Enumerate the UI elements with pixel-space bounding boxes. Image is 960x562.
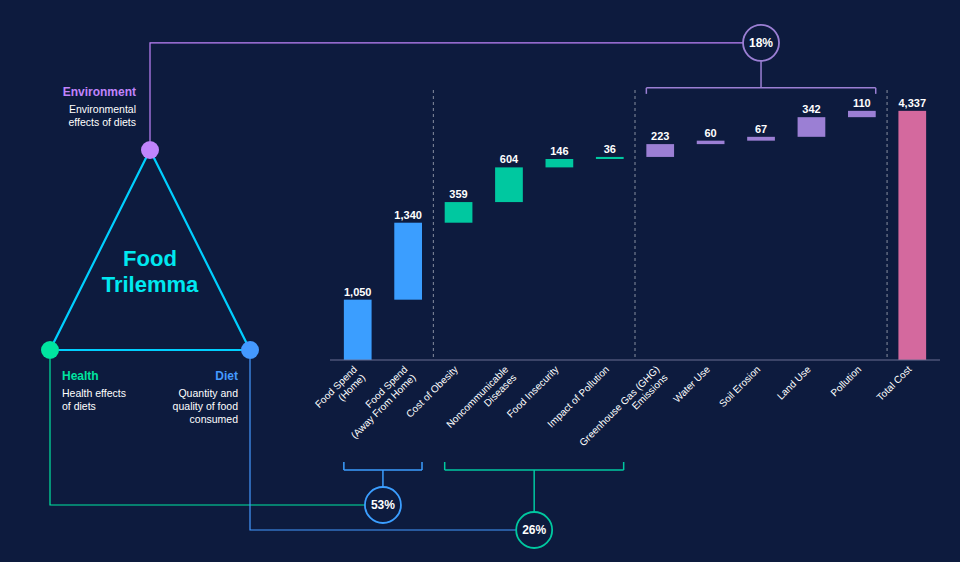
vertex-description: Environmentaleffects of diets <box>68 103 136 128</box>
bracket-tick <box>623 462 625 470</box>
data-label: 342 <box>802 103 820 115</box>
data-label: 146 <box>550 145 568 157</box>
text-line: Land Use <box>775 363 813 401</box>
text-line: Greenhouse Gas (GHG) <box>577 364 661 448</box>
connector <box>50 359 365 505</box>
x-tick-label: Food Spend(Home) <box>313 364 367 418</box>
text-line: Food <box>123 246 177 271</box>
data-label: 4,337 <box>899 97 927 109</box>
vertex-name: Diet <box>215 369 238 383</box>
bracket-tick <box>444 462 446 470</box>
page: {"chart_data": { "type": "waterfall", "t… <box>0 0 960 562</box>
connectors <box>50 43 743 530</box>
data-label: 359 <box>449 188 467 200</box>
annotation: 53% <box>371 498 395 512</box>
x-tick-label: Food Spend(Away From Home) <box>341 364 418 441</box>
vertex <box>141 141 159 159</box>
connector <box>150 43 743 141</box>
text-line: quality of food <box>173 400 239 412</box>
text-line: of diets <box>62 400 96 412</box>
bracket-tick <box>343 462 345 470</box>
chart: 1,050 1,340 359 604 146 36 223 60 67 342 110 4,337 F… <box>0 0 960 562</box>
x-tick-label: Soil Erosion <box>717 364 763 410</box>
text-line: Health effects <box>62 387 126 399</box>
bars <box>344 111 926 360</box>
x-tick-label: Land Use <box>775 363 813 401</box>
annotation: 18% <box>749 36 773 50</box>
background <box>0 0 960 562</box>
data-label: 36 <box>604 143 616 155</box>
annotation-circle <box>743 25 779 61</box>
text-line: consumed <box>190 413 239 425</box>
title: FoodTrilemma <box>102 246 199 297</box>
bar <box>848 111 876 117</box>
data-label: 67 <box>755 123 767 135</box>
data-label: 60 <box>704 127 716 139</box>
text-line: Soil Erosion <box>717 364 763 410</box>
vertex-name: Environment <box>63 85 136 99</box>
bracket-stem <box>382 470 384 487</box>
bracket <box>646 87 875 89</box>
text-line: (Home) <box>336 372 367 403</box>
bracket-stem <box>760 61 762 88</box>
x-tick-label: Greenhouse Gas (GHG)Emissions <box>577 364 670 457</box>
text-line: Quantity and <box>178 387 238 399</box>
text-line: (Away From Home) <box>349 372 418 441</box>
bar <box>596 157 624 159</box>
text-line: effects of diets <box>68 116 136 128</box>
text-line: Trilemma <box>102 272 199 297</box>
vertex-description: Quantity andquality of foodconsumed <box>173 387 239 425</box>
bracket-tick <box>875 88 877 94</box>
bracket-stem <box>533 470 535 512</box>
vertex-name: Health <box>62 369 99 383</box>
text-line: Total Cost <box>874 363 913 402</box>
group-divider <box>635 90 636 360</box>
bracket-tick <box>421 462 423 470</box>
bar <box>495 167 523 202</box>
annotation-circle <box>516 512 552 548</box>
data-label: 1,340 <box>394 209 422 221</box>
bar <box>394 223 422 300</box>
x-axis <box>330 360 940 361</box>
text-line: Water Use <box>671 363 712 404</box>
data-label: 1,050 <box>344 286 372 298</box>
x-tick-label: Food Insecurity <box>505 364 561 420</box>
annotation: 26% <box>522 523 546 537</box>
data-label: 110 <box>853 97 871 109</box>
x-tick-label: Cost of Obesity <box>404 364 460 420</box>
x-tick-label: Water Use <box>671 363 712 404</box>
group-divider <box>433 90 434 360</box>
text-line: Cost of Obesity <box>404 364 460 420</box>
data-label: 604 <box>500 153 519 165</box>
bracket-tick <box>646 88 648 94</box>
x-tick-label: NoncommunicableDiseases <box>444 363 519 438</box>
x-tick-label: Total Cost <box>874 363 913 402</box>
text-line: Food Insecurity <box>505 364 561 420</box>
vertex <box>41 341 59 359</box>
bar <box>898 111 926 360</box>
text-line: Environmental <box>69 103 136 115</box>
bar <box>798 117 826 137</box>
text-line: Pollution <box>828 364 863 399</box>
annotation-circle <box>365 487 401 523</box>
x-tick-label: Pollution <box>828 364 863 399</box>
vertex <box>241 341 259 359</box>
bar <box>747 137 775 141</box>
bar <box>546 159 574 167</box>
bracket <box>344 469 422 471</box>
text-line: Emissions <box>630 372 670 412</box>
vertex-description: Health effectsof diets <box>62 387 126 412</box>
bracket <box>445 469 624 471</box>
group-divider <box>887 90 888 360</box>
bar <box>697 141 725 144</box>
bar <box>344 300 372 360</box>
connector <box>250 359 516 530</box>
data-label: 223 <box>651 130 669 142</box>
bar <box>445 202 473 223</box>
bar <box>646 144 674 157</box>
triangle <box>50 150 250 350</box>
